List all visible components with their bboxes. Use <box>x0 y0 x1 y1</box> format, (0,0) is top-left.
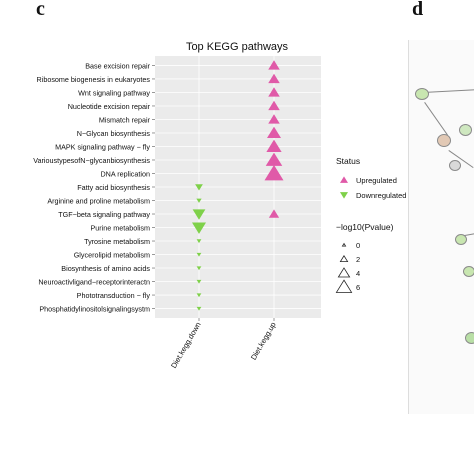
y-tick-label: Phosphatidylinositolsignalingsystm <box>39 304 150 313</box>
y-tick-label: Neuroactivligand−receptorinteractn <box>38 277 150 286</box>
data-point <box>267 126 281 139</box>
data-point <box>196 279 202 284</box>
network-node <box>465 332 474 344</box>
data-point <box>266 139 282 152</box>
network-node <box>463 266 474 277</box>
kegg-dot-chart: Top KEGG pathways Base excision repair Ri… <box>33 41 406 370</box>
data-point <box>196 252 202 257</box>
y-tick-label: Purine metabolism <box>90 223 150 232</box>
data-points <box>192 60 284 311</box>
network-node <box>459 124 472 136</box>
y-tick-labels: Base excision repair Ribosome biogenesis … <box>33 61 155 313</box>
legend-size-label: 4 <box>356 269 360 278</box>
network-edge <box>423 89 474 93</box>
network-node <box>455 234 467 245</box>
y-tick-label: TGF−beta signaling pathway <box>58 210 150 219</box>
y-tick-label: Ribosome biogenesis in eukaryotes <box>37 75 151 84</box>
y-tick-label: Fatty acid biosynthesis <box>77 183 150 192</box>
y-tick-label: DNA replication <box>100 169 150 178</box>
data-point <box>264 164 284 181</box>
network-edge <box>424 102 448 136</box>
y-tick-label: Tyrosine metabolism <box>84 237 150 246</box>
data-point <box>268 114 280 124</box>
network-node <box>449 160 461 171</box>
data-point <box>265 152 283 166</box>
legend-status-label: Downregulated <box>356 191 406 200</box>
x-tick-label: Diet.kegg.down <box>169 321 203 370</box>
y-tick-label: Nucleotide excision repair <box>68 102 151 111</box>
network-node <box>437 134 451 147</box>
network-panel <box>408 40 474 414</box>
y-tick-label: Glycerolipid metabolism <box>74 250 150 259</box>
legend-size-label: 0 <box>356 241 360 250</box>
y-tick-label: Mismatch repair <box>99 115 151 124</box>
x-tick-labels: Diet.kegg.down Diet.kegg.up <box>169 318 278 370</box>
data-point <box>196 239 202 244</box>
legend-status-title: Status <box>336 156 360 166</box>
y-tick-label: Arginine and proline metabolism <box>47 196 150 205</box>
legend: Status −log10(Pvalue) Upregulated Downreg… <box>335 156 406 293</box>
data-point <box>196 306 202 311</box>
data-point <box>192 209 206 220</box>
y-tick-label: Wnt signaling pathway <box>78 88 150 97</box>
legend-status-label: Upregulated <box>356 176 397 185</box>
panel-label-c: c <box>36 0 45 20</box>
data-point <box>196 266 202 271</box>
data-point <box>195 184 203 191</box>
legend-size-title: −log10(Pvalue) <box>336 222 394 232</box>
y-tick-label: N−Glycan biosynthesis <box>77 129 151 138</box>
y-tick-label: Biosynthesis of amino acids <box>61 264 150 273</box>
legend-size-key <box>337 267 351 278</box>
y-tick-label: MAPK signaling pathway − fly <box>55 142 150 151</box>
legend-status-key <box>340 192 348 199</box>
legend-size-label: 6 <box>356 283 360 292</box>
legend-size-key <box>335 279 353 293</box>
legend-status-key <box>340 176 348 183</box>
data-point <box>268 100 280 111</box>
network-node <box>415 88 429 100</box>
legend-size-key <box>341 242 347 247</box>
y-tick-label: VarioustypesofN−glycanbiosynthesis <box>33 156 150 165</box>
y-tick-label: Phototransduction − fly <box>77 291 151 300</box>
data-point <box>196 198 202 203</box>
chart-title: Top KEGG pathways <box>186 41 289 53</box>
data-point <box>192 222 206 234</box>
x-tick-label: Diet.kegg.up <box>249 321 278 362</box>
data-point <box>196 293 202 298</box>
legend-size-key <box>339 254 349 262</box>
legend-size-label: 2 <box>356 255 360 264</box>
y-tick-label: Base excision repair <box>85 61 150 70</box>
panel-label-d: d <box>412 0 424 20</box>
data-point <box>268 209 280 218</box>
data-point <box>268 87 280 97</box>
data-point <box>268 73 280 84</box>
data-point <box>268 60 280 70</box>
